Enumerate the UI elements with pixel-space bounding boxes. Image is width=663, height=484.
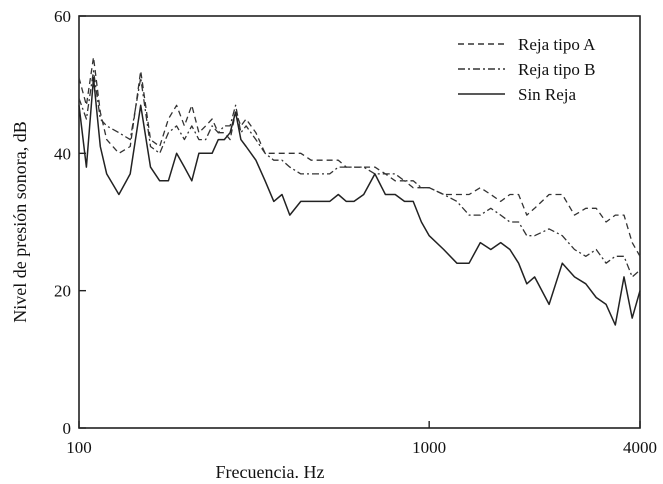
- y-tick-label: 40: [54, 144, 71, 163]
- series-line-3: [78, 77, 641, 326]
- x-axis: 100 1000 4000: [66, 421, 657, 457]
- legend-label: Reja tipo A: [518, 35, 596, 54]
- x-tick-label: 100: [66, 438, 92, 457]
- x-tick-label: 1000: [412, 438, 446, 457]
- x-tick-label: 4000: [623, 438, 657, 457]
- y-tick-label: 0: [63, 419, 72, 438]
- plot-frame: [78, 15, 641, 429]
- x-axis-title: Frecuencia. Hz: [216, 462, 325, 482]
- series-line-1: [78, 56, 641, 257]
- legend: Reja tipo A Reja tipo B Sin Reja: [458, 35, 596, 104]
- legend-label: Reja tipo B: [518, 60, 595, 79]
- y-tick-label: 60: [54, 7, 71, 26]
- y-axis: 0 20 40 60: [54, 7, 86, 438]
- y-tick-label: 20: [54, 282, 71, 301]
- legend-label: Sin Reja: [518, 85, 577, 104]
- y-axis-title: Nivel de presión sonora, dB: [10, 121, 30, 322]
- series-lines: [78, 56, 641, 326]
- series-line-2: [78, 70, 641, 278]
